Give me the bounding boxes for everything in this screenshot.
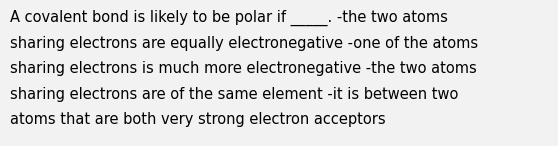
Text: sharing electrons is much more electronegative -the two atoms: sharing electrons is much more electrone… [10, 61, 477, 76]
Text: sharing electrons are of the same element -it is between two: sharing electrons are of the same elemen… [10, 87, 459, 102]
Text: sharing electrons are equally electronegative -one of the atoms: sharing electrons are equally electroneg… [10, 36, 478, 51]
Text: atoms that are both very strong electron acceptors: atoms that are both very strong electron… [10, 112, 386, 127]
Text: A covalent bond is likely to be polar if _____. -the two atoms: A covalent bond is likely to be polar if… [10, 10, 448, 26]
